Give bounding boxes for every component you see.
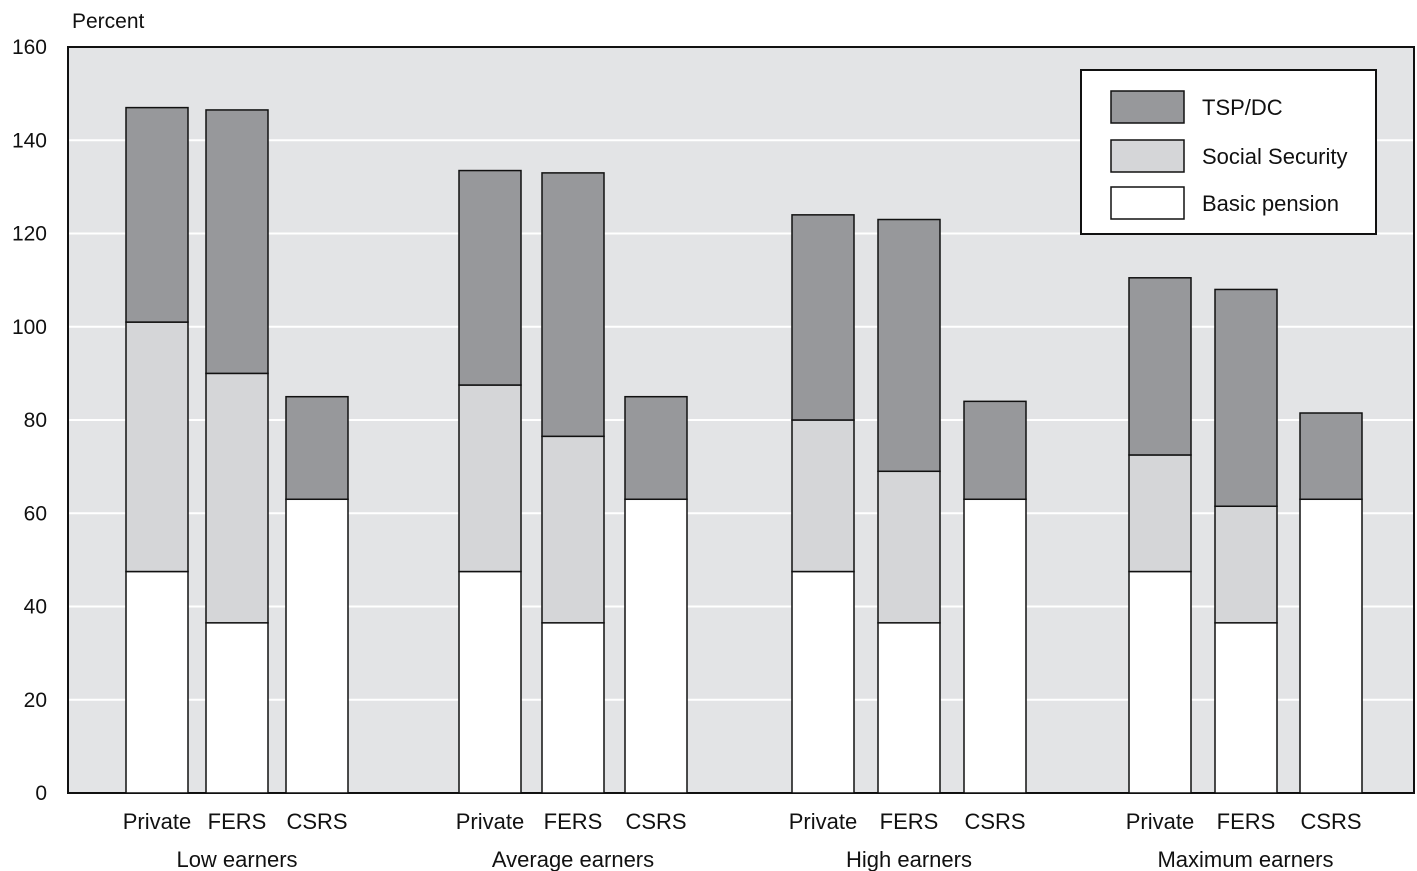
bar-category-label: CSRS: [964, 809, 1025, 834]
bars: [125, 106, 1363, 794]
legend-swatch-basic: [1110, 186, 1185, 220]
bar-segment-tsp: [624, 395, 688, 501]
bar-category-label: Private: [1126, 809, 1194, 834]
bar-category-label: CSRS: [625, 809, 686, 834]
bar-segment-basic: [125, 570, 189, 794]
bar-category-label: Private: [123, 809, 191, 834]
bar-segment-tsp: [205, 109, 269, 375]
bar-segment-tsp: [963, 400, 1027, 501]
bar-segment-basic: [1214, 622, 1278, 794]
group-label: High earners: [846, 847, 972, 871]
bar-segment-basic: [791, 570, 855, 794]
bar-category-label: FERS: [544, 809, 603, 834]
bar-segment-tsp: [285, 395, 349, 501]
bar-segment-tsp: [1128, 277, 1192, 456]
bar-category-label: FERS: [880, 809, 939, 834]
bar-segment-tsp: [125, 106, 189, 323]
bar-category-label: FERS: [1217, 809, 1276, 834]
y-tick-label: 80: [24, 409, 47, 432]
y-tick-label: 160: [12, 36, 47, 59]
bar-segment-tsp: [877, 218, 941, 473]
bar-segment-basic: [877, 622, 941, 794]
bar-segment-ss: [1214, 505, 1278, 624]
bar-segment-ss: [458, 384, 522, 573]
bar-category-label: CSRS: [1300, 809, 1361, 834]
legend-swatch-ss: [1110, 139, 1185, 173]
bar-segment-ss: [1128, 454, 1192, 573]
bar-segment-tsp: [791, 214, 855, 421]
bar-segment-basic: [963, 498, 1027, 794]
y-tick-label: 120: [12, 223, 47, 246]
y-tick-label: 0: [35, 782, 47, 805]
legend-label-ss: Social Security: [1202, 144, 1348, 169]
y-tick-label: 140: [12, 129, 47, 152]
bar-segment-basic: [541, 622, 605, 794]
bar-segment-ss: [125, 321, 189, 573]
bar-segment-basic: [624, 498, 688, 794]
bar-category-label: CSRS: [286, 809, 347, 834]
legend: TSP/DC Social Security Basic pension: [1080, 69, 1377, 235]
bar-category-label: FERS: [208, 809, 267, 834]
y-tick-label: 60: [24, 502, 47, 525]
group-label: Maximum earners: [1157, 847, 1333, 871]
x-axis-labels: Private FERS CSRS Low earners Private FERS CSR…: [123, 809, 1362, 871]
bar-segment-basic: [1299, 498, 1363, 794]
legend-label-tsp: TSP/DC: [1202, 95, 1283, 120]
bar-category-label: Private: [789, 809, 857, 834]
y-tick-label: 20: [24, 689, 47, 712]
bar-category-label: Private: [456, 809, 524, 834]
bar-segment-basic: [205, 622, 269, 794]
bar-segment-basic: [285, 498, 349, 794]
bar-segment-ss: [877, 470, 941, 624]
bar-segment-basic: [1128, 570, 1192, 794]
bar-segment-tsp: [541, 172, 605, 438]
group-label: Average earners: [492, 847, 654, 871]
bar-segment-ss: [541, 435, 605, 624]
bar-segment-ss: [205, 372, 269, 624]
bar-segment-tsp: [1299, 412, 1363, 501]
y-axis-ticks: 0 20 40 60 80 100 120 140 160: [12, 36, 47, 805]
bar-segment-ss: [791, 419, 855, 573]
bar-segment-tsp: [1214, 288, 1278, 508]
bar-segment-tsp: [458, 169, 522, 386]
y-tick-label: 40: [24, 596, 47, 619]
legend-label-basic: Basic pension: [1202, 191, 1339, 216]
y-axis-label: Percent: [72, 10, 145, 33]
group-label: Low earners: [176, 847, 297, 871]
legend-swatch-tsp: [1110, 90, 1185, 124]
y-tick-label: 100: [12, 316, 47, 339]
bar-segment-basic: [458, 570, 522, 794]
